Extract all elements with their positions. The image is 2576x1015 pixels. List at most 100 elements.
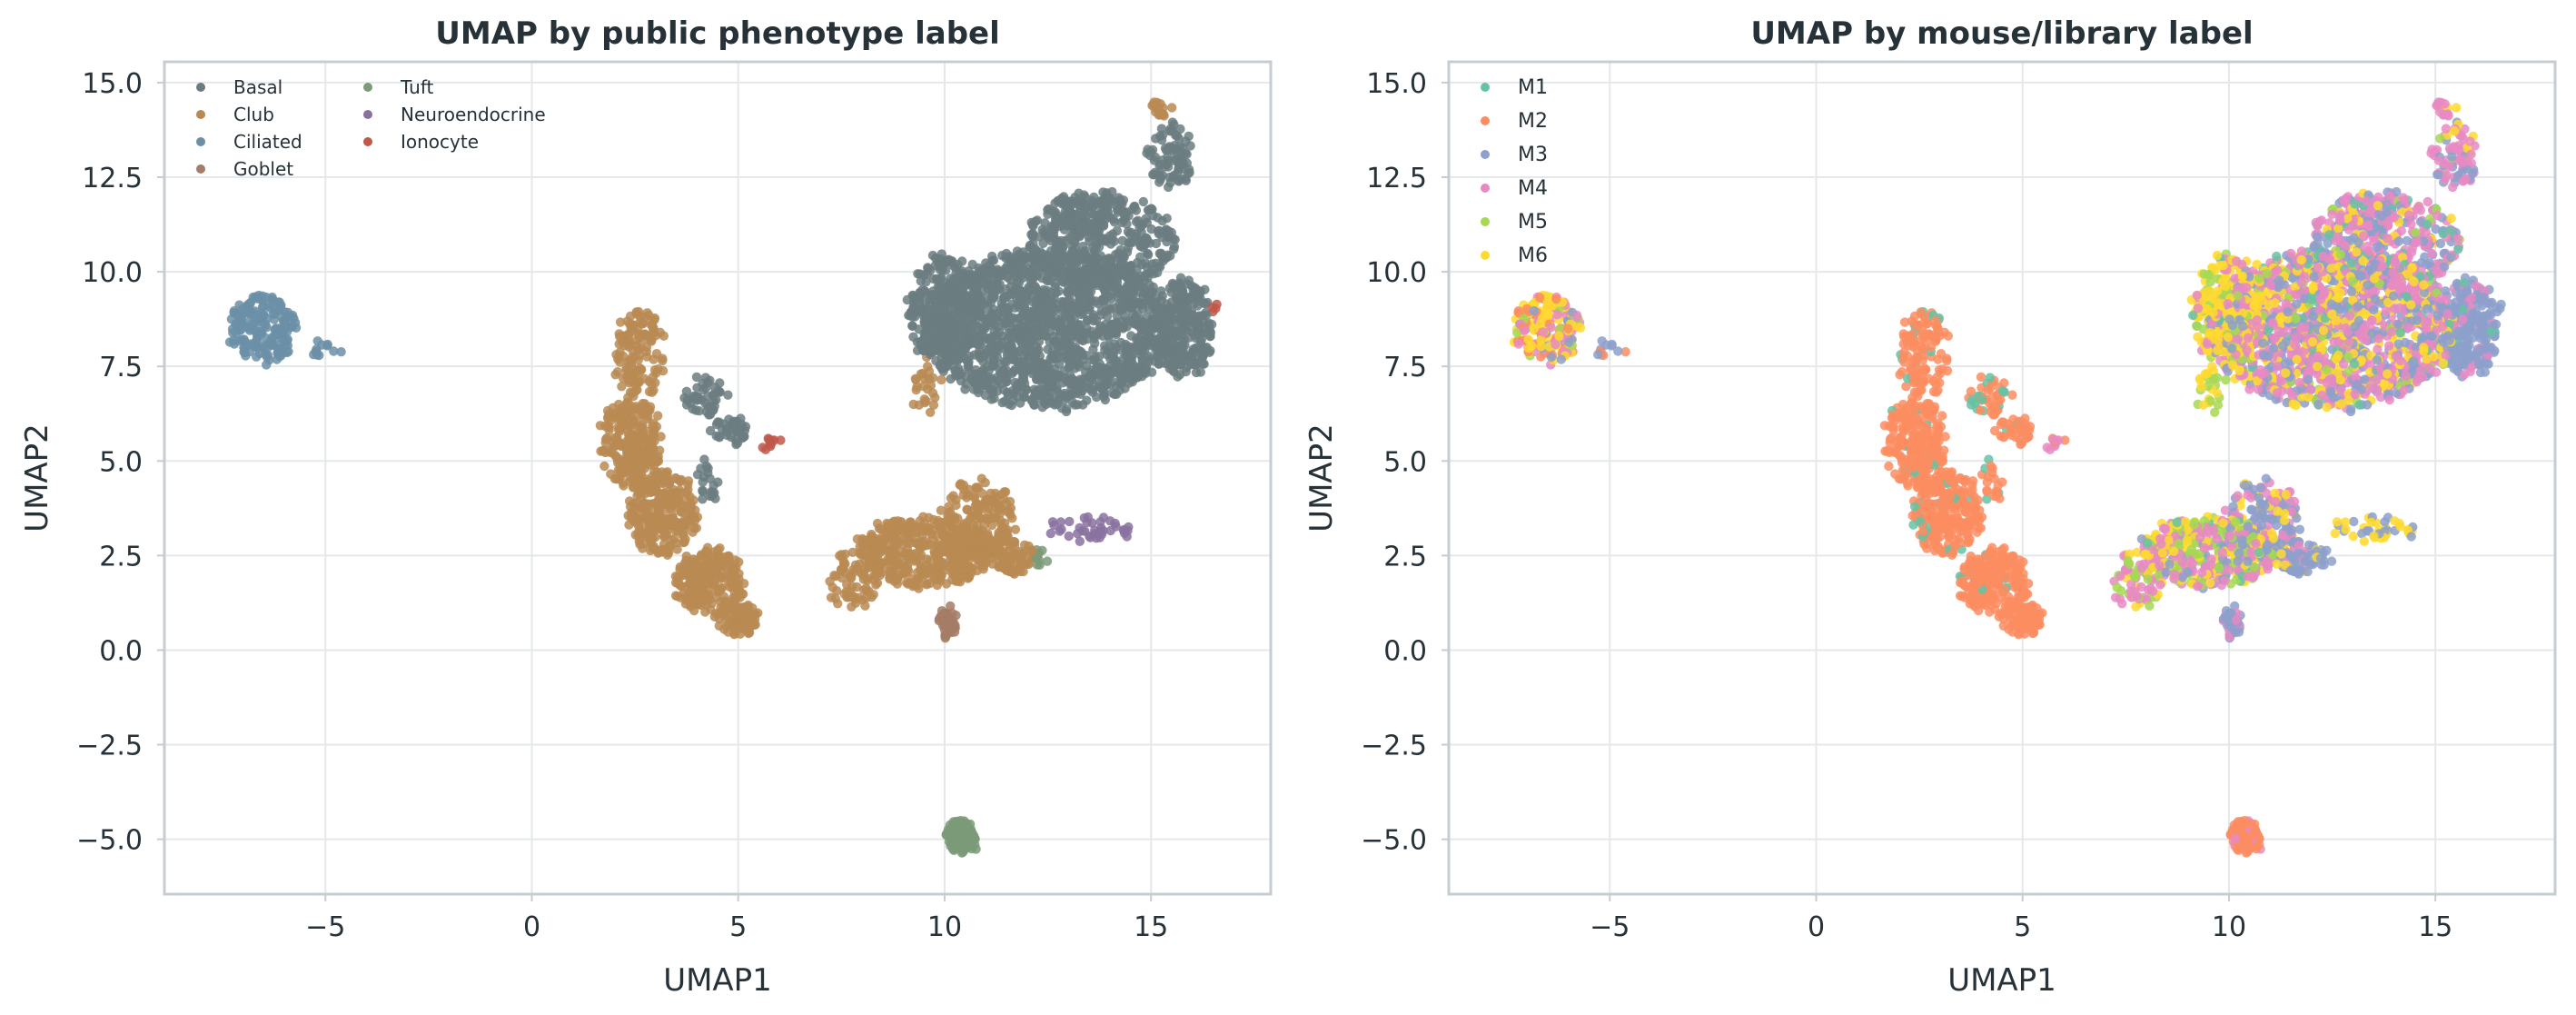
- data-point: [634, 526, 644, 536]
- data-point: [934, 518, 944, 528]
- data-point: [940, 565, 950, 575]
- data-point: [681, 400, 692, 410]
- y-tick-label: 2.5: [99, 541, 143, 572]
- chart-title: UMAP by public phenotype label: [435, 15, 1000, 52]
- data-point: [885, 546, 895, 556]
- data-point: [1065, 359, 1075, 369]
- data-point: [317, 340, 327, 350]
- data-point: [936, 575, 946, 585]
- data-point: [641, 342, 652, 353]
- data-point: [919, 286, 929, 296]
- data-point: [1045, 337, 1055, 347]
- data-point: [615, 408, 625, 418]
- data-point: [1137, 219, 1148, 230]
- data-point: [1157, 170, 1168, 180]
- data-point: [1063, 276, 1074, 286]
- data-point: [1132, 257, 1143, 268]
- x-axis-label: UMAP1: [663, 962, 772, 999]
- data-point: [1156, 110, 1167, 120]
- data-point: [1028, 263, 1038, 273]
- data-point: [1119, 210, 1130, 220]
- data-point: [1040, 230, 1050, 240]
- data-point: [627, 352, 638, 363]
- data-point: [686, 516, 697, 526]
- data-point: [1067, 379, 1078, 390]
- y-tick-label: −2.5: [76, 731, 143, 762]
- data-point: [1143, 248, 1153, 259]
- data-point: [946, 833, 956, 843]
- y-tick-label: 5.0: [99, 446, 143, 478]
- data-point: [870, 561, 880, 571]
- data-point: [1151, 134, 1161, 144]
- data-point: [1194, 322, 1204, 332]
- data-point: [1169, 244, 1179, 254]
- data-point: [724, 414, 734, 424]
- data-point: [973, 338, 984, 348]
- data-point: [1164, 126, 1175, 136]
- data-point: [969, 493, 980, 503]
- data-point: [1079, 220, 1089, 230]
- data-point: [244, 305, 254, 316]
- data-point: [988, 362, 998, 372]
- data-point: [1142, 331, 1152, 341]
- data-point: [705, 425, 716, 436]
- data-point: [979, 561, 989, 571]
- data-point: [690, 405, 701, 415]
- y-tick-label: 7.5: [99, 352, 143, 383]
- data-point: [729, 565, 739, 575]
- data-point: [1006, 340, 1016, 350]
- data-point: [1115, 195, 1125, 205]
- data-point: [1111, 355, 1122, 366]
- data-point: [1148, 211, 1158, 221]
- grid-lines: [164, 62, 1271, 894]
- data-point: [1122, 219, 1132, 229]
- data-point: [847, 547, 858, 557]
- data-point: [1037, 545, 1047, 555]
- data-point: [933, 547, 944, 558]
- data-point: [966, 538, 976, 549]
- data-point: [905, 520, 915, 530]
- data-point: [1160, 162, 1171, 172]
- data-point: [698, 384, 708, 395]
- data-point: [1081, 383, 1091, 393]
- data-point: [653, 411, 663, 421]
- data-point: [975, 350, 985, 360]
- data-point: [1052, 399, 1062, 409]
- data-point: [924, 307, 934, 318]
- data-point: [1164, 182, 1174, 193]
- data-point: [968, 384, 979, 394]
- data-point: [270, 331, 280, 341]
- data-point: [969, 547, 980, 558]
- data-point: [1018, 374, 1029, 384]
- data-point: [1142, 148, 1152, 158]
- data-point: [336, 347, 346, 357]
- data-point: [1075, 536, 1085, 546]
- x-tick-label: 0: [523, 911, 540, 943]
- legend-marker: [363, 83, 372, 92]
- data-point: [1042, 556, 1053, 566]
- data-point: [1049, 293, 1059, 303]
- data-point: [634, 375, 644, 386]
- data-point: [1154, 358, 1164, 369]
- data-point: [615, 332, 625, 342]
- data-point: [329, 346, 339, 356]
- legend-marker: [196, 137, 205, 146]
- data-point: [1080, 246, 1090, 256]
- data-point: [600, 434, 611, 444]
- data-point: [1006, 313, 1016, 323]
- x-tick-label: 15: [1134, 911, 1168, 943]
- data-point: [239, 334, 249, 344]
- data-point: [688, 572, 698, 582]
- data-point: [953, 540, 964, 550]
- data-point: [1061, 311, 1071, 321]
- data-point: [1100, 341, 1110, 351]
- data-point: [1069, 302, 1079, 312]
- data-point: [699, 577, 710, 587]
- data-point: [857, 549, 867, 560]
- data-point: [1022, 294, 1033, 304]
- data-point: [649, 354, 659, 364]
- data-point: [1149, 170, 1159, 180]
- x-tick-label: 5: [729, 911, 747, 943]
- data-point: [927, 286, 938, 296]
- legend-label: Tuft: [400, 76, 434, 98]
